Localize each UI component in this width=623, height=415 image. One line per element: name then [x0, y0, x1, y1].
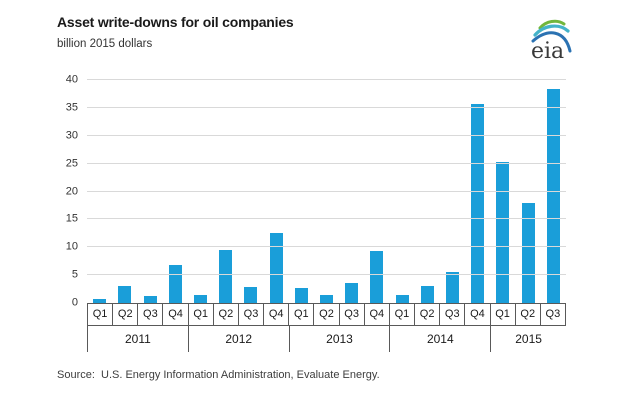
- bar-q3-2015: [546, 89, 560, 303]
- bar-q2-2014: [420, 286, 434, 303]
- y-tick-label: 25: [65, 157, 78, 170]
- bar-q1-2013: [294, 287, 308, 303]
- bar-q3-2014: [445, 272, 459, 303]
- x-tick-quarter: Q3: [541, 304, 566, 325]
- bar-cell: [490, 80, 515, 303]
- x-year-label: 2012: [187, 326, 289, 352]
- x-tick-quarter: Q2: [113, 304, 139, 325]
- bars-row: [87, 80, 566, 303]
- gridline: [87, 190, 566, 192]
- x-tick-quarter: Q1: [491, 304, 516, 325]
- bar-q2-2011: [118, 286, 132, 303]
- x-tick-quarter: Q2: [516, 304, 541, 325]
- x-tick-quarter: Q4: [465, 304, 491, 325]
- y-tick-label: 5: [71, 268, 78, 281]
- x-tick-quarter: Q3: [440, 304, 466, 325]
- bar-cell: [541, 80, 566, 303]
- bar-q4-2014: [471, 103, 485, 303]
- bar-cell: [415, 80, 440, 303]
- gridline: [87, 162, 566, 164]
- y-tick-label: 40: [65, 73, 78, 86]
- bar-q4-2013: [370, 251, 384, 303]
- x-tick-quarter: Q4: [163, 304, 189, 325]
- bar-cell: [213, 80, 238, 303]
- bar-cell: [314, 80, 339, 303]
- x-year-label: 2014: [389, 326, 490, 352]
- x-tick-quarter: Q4: [264, 304, 290, 325]
- bar-cell: [289, 80, 314, 303]
- logo-swoosh-green: [538, 19, 566, 30]
- bar-cell: [515, 80, 540, 303]
- eia-logo: eia: [531, 19, 572, 64]
- bar-q2-2013: [319, 295, 333, 303]
- x-year-label: 2013: [288, 326, 390, 352]
- x-tick-quarter: Q1: [189, 304, 214, 325]
- y-tick-label: 15: [65, 212, 78, 225]
- bar-q4-2011: [168, 264, 182, 303]
- gridline: [87, 79, 566, 80]
- gridline: [87, 106, 566, 108]
- x-tick-quarter: Q3: [138, 304, 164, 325]
- bar-q1-2014: [395, 295, 409, 303]
- x-tick-quarter: Q3: [340, 304, 365, 325]
- bar-chart: 0 5 10 15 20 25 30 35 40 Q1 Q2 Q3 Q4 Q1 Q2 Q3 Q4 Q1 Q2 Q3 Q…: [39, 74, 623, 352]
- bar-q2-2012: [219, 250, 233, 303]
- plot-column: Q1 Q2 Q3 Q4 Q1 Q2 Q3 Q4 Q1 Q2 Q3 Q4 Q1 Q2 Q3 Q4 Q1 Q2 Q3 2…: [87, 79, 566, 352]
- x-tick-quarter: Q1: [88, 304, 114, 325]
- y-tick-label: 0: [71, 296, 78, 309]
- bar-cell: [137, 80, 162, 303]
- bar-q4-2012: [269, 232, 283, 303]
- x-tick-quarter: Q2: [415, 304, 441, 325]
- x-tick-quarter: Q2: [314, 304, 340, 325]
- gridline: [87, 134, 566, 136]
- bar-q1-2015: [496, 161, 510, 303]
- x-tick-quarter: Q1: [390, 304, 416, 325]
- bar-q1-2011: [93, 299, 107, 303]
- y-tick-label: 20: [65, 185, 78, 197]
- gridline: [87, 274, 566, 276]
- source-note: Source: U.S. Energy Information Administ…: [57, 369, 380, 381]
- y-tick-label: 10: [65, 240, 78, 253]
- y-axis-labels: 0 5 10 15 20 25 30 35 40: [39, 74, 87, 308]
- x-year-label: 2011: [87, 326, 188, 352]
- x-tick-quarter: Q4: [365, 304, 390, 325]
- bar-cell: [440, 80, 465, 303]
- chart-subtitle: billion 2015 dollars: [57, 38, 153, 50]
- logo-swoosh-blue: [531, 31, 572, 53]
- bar-cell: [339, 80, 364, 303]
- bar-cell: [112, 80, 137, 303]
- bar-cell: [263, 80, 288, 303]
- x-tick-quarter: Q2: [214, 304, 239, 325]
- quarter-row: Q1 Q2 Q3 Q4 Q1 Q2 Q3 Q4 Q1 Q2 Q3 Q4 Q1 Q2 Q3 Q4 Q1 Q2 Q3: [87, 303, 566, 326]
- bar-q1-2012: [193, 295, 207, 303]
- logo-text: eia: [531, 39, 564, 64]
- x-tick-quarter: Q1: [289, 304, 315, 325]
- bar-cell: [364, 80, 389, 303]
- y-tick-label: 30: [65, 129, 78, 142]
- gridline: [87, 218, 566, 220]
- bar-cell: [465, 80, 490, 303]
- bar-q3-2011: [143, 296, 157, 303]
- chart-title: Asset write-downs for oil companies: [57, 14, 294, 30]
- year-row: 2011 2012 2013 2014 2015: [87, 326, 566, 352]
- logo-swoosh-teal: [533, 24, 570, 37]
- bar-cell: [238, 80, 263, 303]
- bar-q3-2013: [345, 282, 359, 303]
- x-year-label: 2015: [490, 326, 566, 352]
- plot-area: [87, 79, 566, 303]
- gridline: [87, 246, 566, 248]
- y-tick-label: 35: [65, 101, 78, 114]
- bar-q2-2015: [521, 202, 535, 303]
- bar-cell: [389, 80, 414, 303]
- bar-cell: [87, 80, 112, 303]
- bar-cell: [188, 80, 213, 303]
- bar-cell: [163, 80, 188, 303]
- bar-q3-2012: [244, 287, 258, 303]
- x-tick-quarter: Q3: [239, 304, 265, 325]
